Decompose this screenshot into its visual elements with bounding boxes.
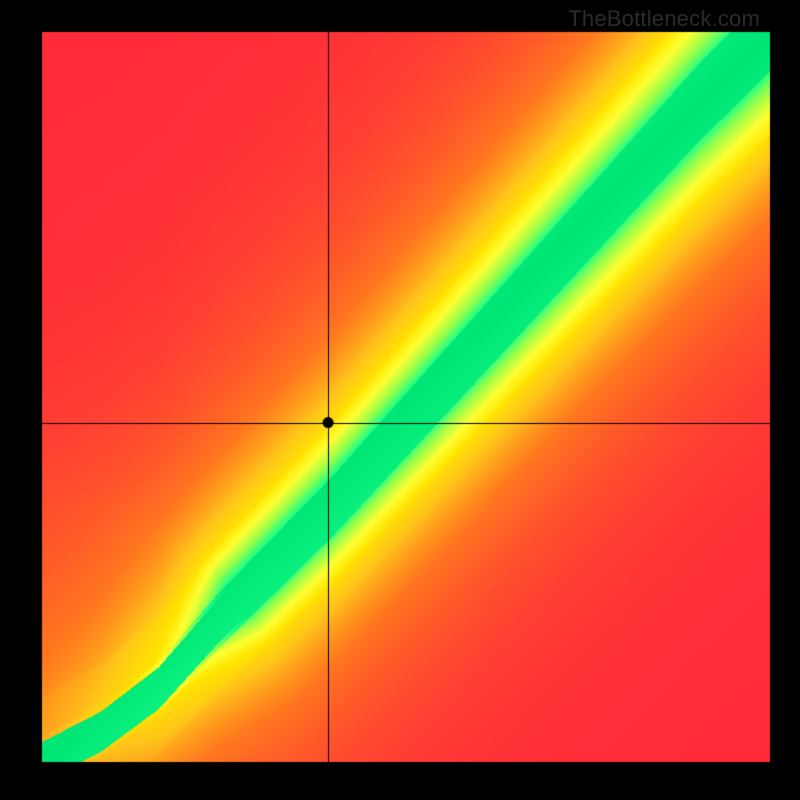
bottleneck-heatmap	[0, 0, 800, 800]
watermark-text: TheBottleneck.com	[568, 6, 760, 32]
